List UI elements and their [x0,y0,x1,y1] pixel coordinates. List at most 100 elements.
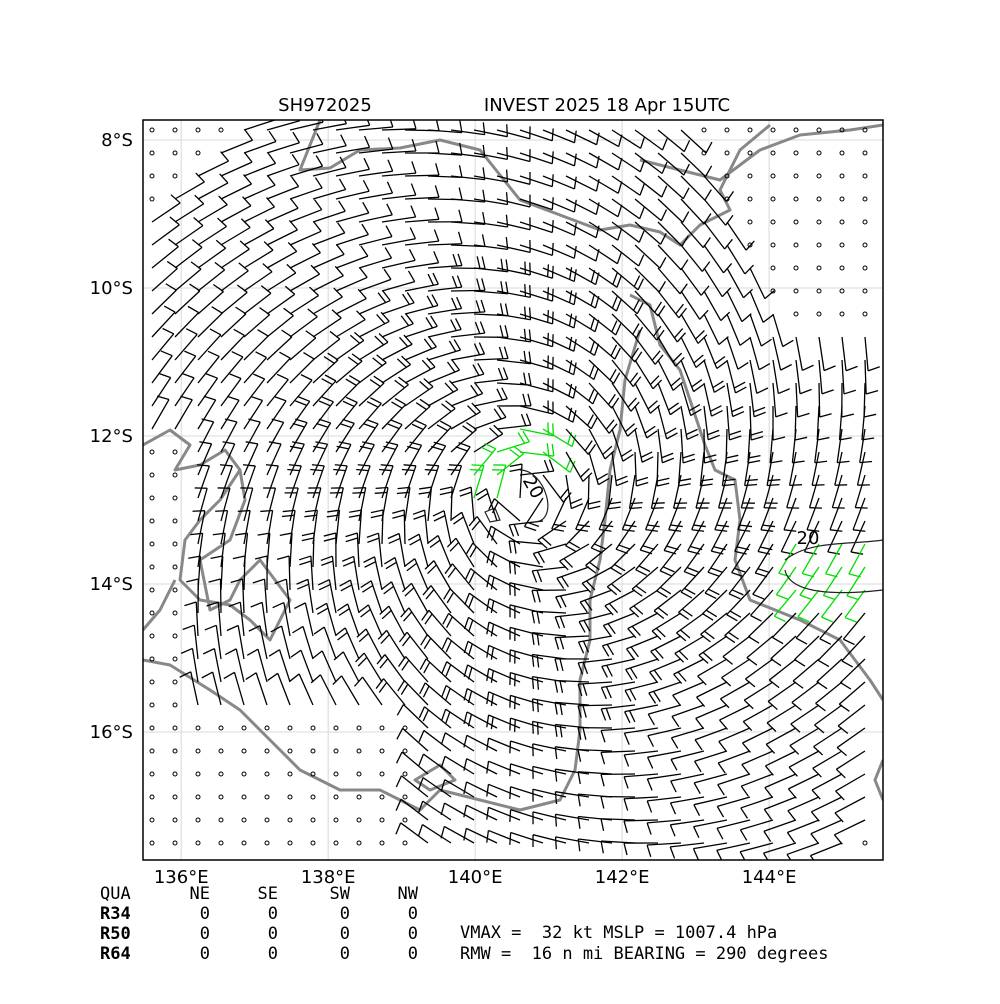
calm-dot [794,312,798,316]
barb-feather [459,210,462,222]
calm-dot [817,266,821,270]
barb-feather [244,175,252,184]
barb-feather [651,508,663,509]
barb-feather [481,447,492,452]
barb-feather [452,298,457,309]
barb-feather [726,460,738,463]
barb-feather [840,438,852,440]
barb-feather [510,464,522,466]
barb-feather [435,185,439,197]
barb-feather [637,303,643,314]
calm-dot [173,496,177,500]
wind-barb [290,231,321,245]
barb-feather [370,398,381,404]
calm-dot [196,726,200,730]
barb-feather [409,271,415,282]
barb-feather [430,540,440,547]
barb-feather [338,223,345,233]
wind-barb [793,659,819,681]
barb-feather [426,465,438,466]
calm-dot [150,197,154,201]
barb-feather [358,289,366,298]
barb-feather [514,524,518,536]
wind-barb [601,796,635,797]
barb-feather [263,264,272,272]
barb-feather [529,373,531,385]
barb-feather [338,632,348,640]
barb-feather [365,562,376,568]
calm-dot [173,841,177,845]
calm-dot [288,841,292,845]
barb-feather [441,733,445,745]
calm-dot [196,128,200,132]
barb-feather [613,273,617,285]
barb-feather [526,414,530,426]
barb-feather [419,707,424,718]
barb-feather [332,310,341,318]
wind-barb [681,245,702,271]
map-frame [143,120,883,860]
barb-feather [732,407,743,412]
barb-feather [576,529,588,531]
calm-dot [265,772,269,776]
wind-barb [624,820,658,821]
calm-dot [150,749,154,753]
barb-feather [246,673,256,680]
barb-feather [471,385,478,395]
calm-dot [863,151,867,155]
calm-dot [817,243,821,247]
calm-dot [173,703,177,707]
barb-feather [562,577,569,587]
calm-dot [863,312,867,316]
barb-feather [695,761,701,772]
barb-feather [532,611,534,623]
barb-feather [574,269,576,281]
barb-feather [818,660,829,666]
barb-feather [230,374,241,379]
barb-feather [647,431,657,438]
table-cell: 0 [408,904,418,924]
barb-feather [319,419,331,423]
barb-feather [163,328,174,333]
barb-feather [346,533,358,537]
barb-feather [361,246,368,256]
barb-feather [469,620,473,632]
calm-dot [150,565,154,569]
calm-dot [265,818,269,822]
barb-feather [316,424,328,428]
barb-feather [498,368,502,380]
barb-feather [626,669,633,679]
barb-feather [212,307,223,313]
barb-feather [302,538,314,541]
calm-dot [817,128,821,132]
barb-feather [491,694,493,706]
barb-feather [552,444,554,456]
barb-feather [624,733,629,744]
barb-feather [569,314,571,326]
barb-feather [745,480,757,481]
barb-feather [776,595,788,599]
barb-feather [583,706,586,718]
barb-feather [401,684,408,694]
barb-feather [444,589,450,600]
calm-dot [242,726,246,730]
wind-barb [790,728,819,746]
barb-feather [603,626,610,636]
calm-dot [311,749,315,753]
barb-feather [530,285,531,297]
table-cell: 0 [200,944,210,964]
barb-feather [866,391,878,394]
barb-feather [510,787,511,799]
wind-barb [658,268,680,294]
barb-feather [410,228,415,239]
barb-feather [442,709,446,721]
barb-feather [253,579,265,583]
y-tick-label: 16°S [90,722,133,743]
barb-feather [695,740,702,750]
calm-dot [173,473,177,477]
barb-feather [464,665,467,677]
calm-dot [817,174,821,178]
calm-dot [173,542,177,546]
barb-feather [672,716,679,726]
wind-barb [198,356,219,383]
